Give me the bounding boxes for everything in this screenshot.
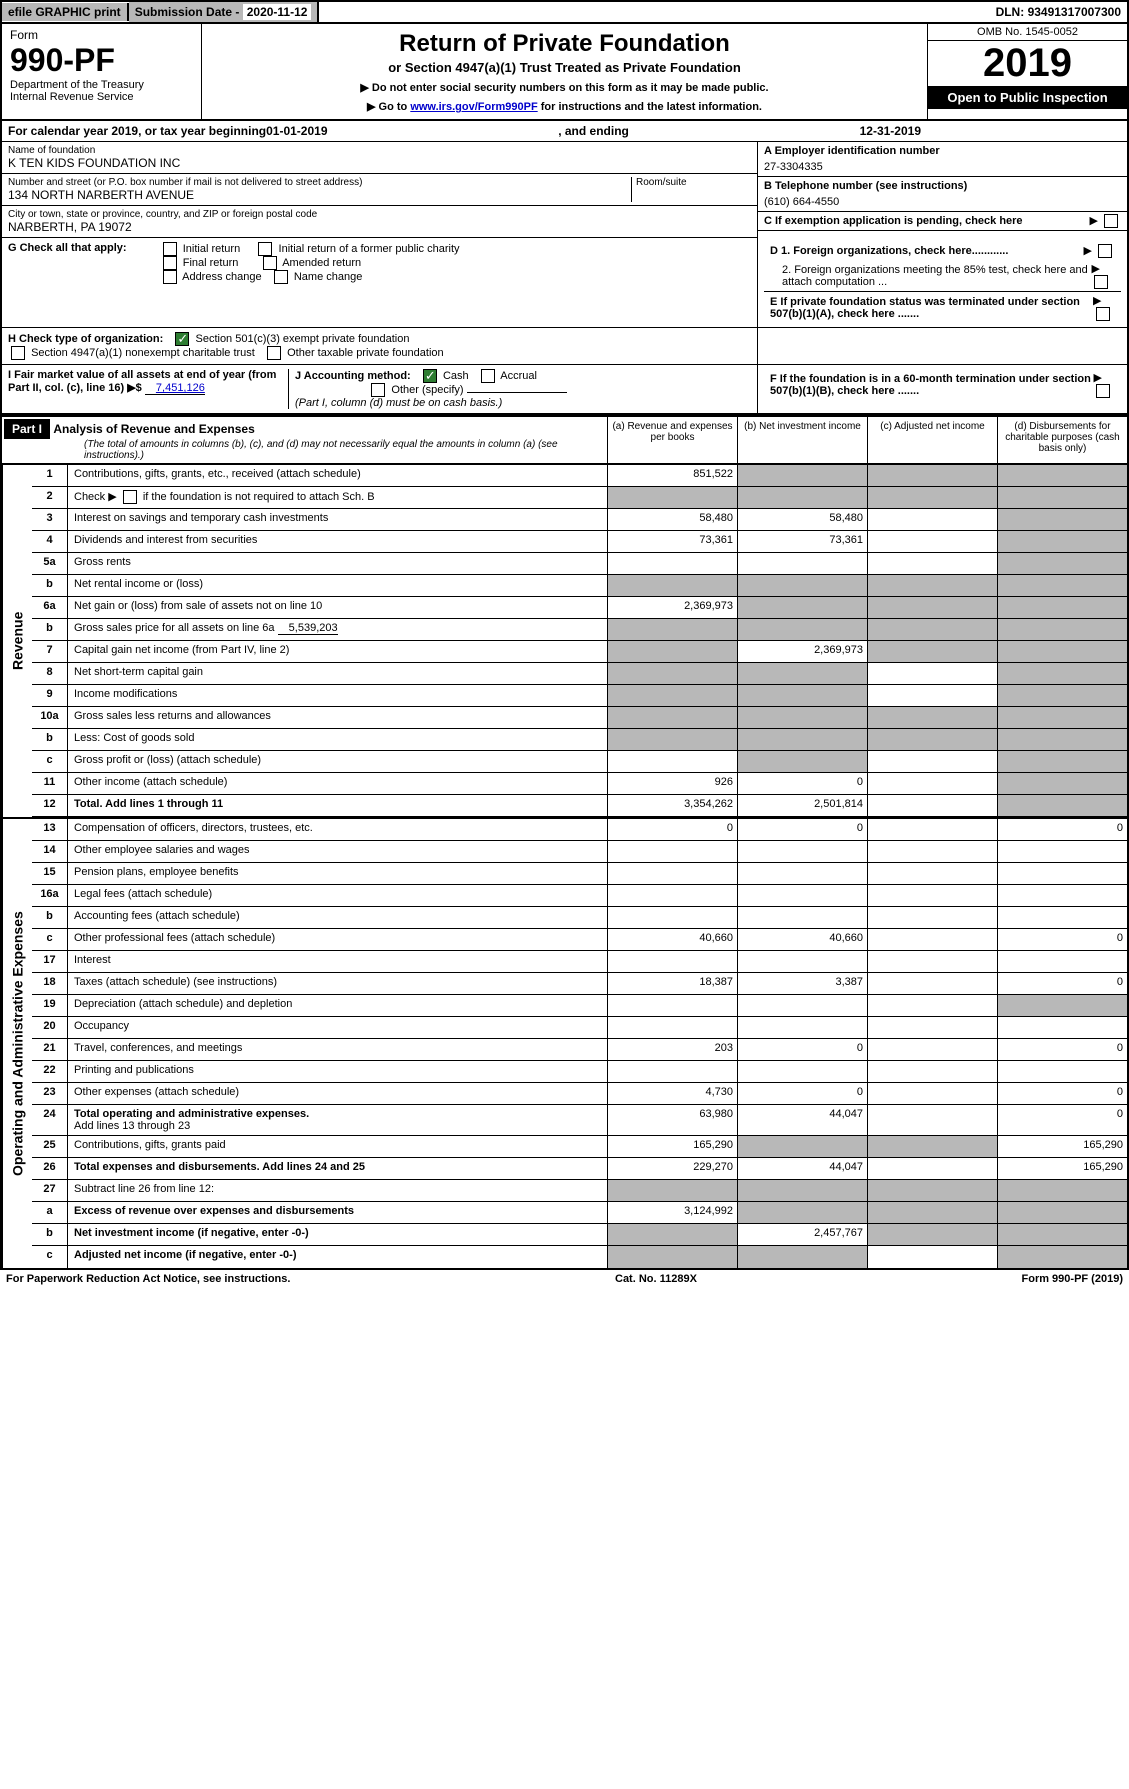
room-label: Room/suite xyxy=(636,177,751,188)
checkbox-amended[interactable] xyxy=(263,256,277,270)
checkbox-501c3[interactable] xyxy=(175,332,189,346)
checkbox-d2[interactable] xyxy=(1094,275,1108,289)
footer-mid: Cat. No. 11289X xyxy=(615,1273,697,1285)
ein-value: 27-3304335 xyxy=(764,157,1121,173)
dln: DLN: 93491317007300 xyxy=(990,3,1127,21)
checkbox-other-taxable[interactable] xyxy=(267,346,281,360)
part-1-label: Part I xyxy=(4,419,50,439)
foundation-name-cell: Name of foundation K TEN KIDS FOUNDATION… xyxy=(2,142,757,174)
irs-label: Internal Revenue Service xyxy=(10,91,193,103)
fmv-assets[interactable]: 7,451,126 xyxy=(145,382,205,395)
col-a-header: (a) Revenue and expenses per books xyxy=(607,417,737,463)
city-cell: City or town, state or province, country… xyxy=(2,206,757,238)
phone-value: (610) 664-4550 xyxy=(764,192,1121,208)
address-cell: Number and street (or P.O. box number if… xyxy=(2,174,757,206)
checkbox-other-method[interactable] xyxy=(371,383,385,397)
j-note: (Part I, column (d) must be on cash basi… xyxy=(295,397,751,409)
calendar-year-row: For calendar year 2019, or tax year begi… xyxy=(0,121,1129,142)
form-header: Form 990-PF Department of the Treasury I… xyxy=(0,24,1129,121)
form-title: Return of Private Foundation xyxy=(208,30,921,58)
checkbox-name-change[interactable] xyxy=(274,270,288,284)
g-label: G Check all that apply: xyxy=(8,242,127,254)
submission-date-label: Submission Date - xyxy=(135,5,243,19)
submission-date-value: 2020-11-12 xyxy=(243,4,312,20)
dln-value: 93491317007300 xyxy=(1028,5,1121,19)
checkbox-address-change[interactable] xyxy=(163,270,177,284)
city-label: City or town, state or province, country… xyxy=(8,209,751,220)
foundation-name: K TEN KIDS FOUNDATION INC xyxy=(8,156,751,170)
checkbox-c[interactable] xyxy=(1104,214,1118,228)
i-label: I Fair market value of all assets at end… xyxy=(8,369,276,394)
checkbox-sch-b[interactable] xyxy=(123,490,137,504)
city-state-zip: NARBERTH, PA 19072 xyxy=(8,220,751,234)
section-h: H Check type of organization: Section 50… xyxy=(0,328,1129,365)
year-end: 12-31-2019 xyxy=(860,124,921,138)
j-label: J Accounting method: xyxy=(295,370,411,382)
col-c-header: (c) Adjusted net income xyxy=(867,417,997,463)
phone-cell: B Telephone number (see instructions) (6… xyxy=(758,177,1127,212)
form-subtitle: or Section 4947(a)(1) Trust Treated as P… xyxy=(208,60,921,75)
col-b-header: (b) Net investment income xyxy=(737,417,867,463)
section-i-j: I Fair market value of all assets at end… xyxy=(0,365,1129,415)
checkbox-initial-return[interactable] xyxy=(163,242,177,256)
submission-date: Submission Date - 2020-11-12 xyxy=(129,2,320,22)
expenses-section: Operating and Administrative Expenses 13… xyxy=(0,819,1129,1270)
checkbox-accrual[interactable] xyxy=(481,369,495,383)
omb-number: OMB No. 1545-0052 xyxy=(928,24,1127,41)
header-right: OMB No. 1545-0052 2019 Open to Public In… xyxy=(927,24,1127,119)
top-bar: efile GRAPHIC print Submission Date - 20… xyxy=(0,0,1129,24)
info-left: Name of foundation K TEN KIDS FOUNDATION… xyxy=(2,142,757,238)
dept-treasury: Department of the Treasury xyxy=(10,79,193,91)
part-1-title: Analysis of Revenue and Expenses xyxy=(53,422,254,436)
phone-label: B Telephone number (see instructions) xyxy=(764,180,1121,192)
form-number: 990-PF xyxy=(10,42,193,79)
checkbox-final-return[interactable] xyxy=(163,256,177,270)
revenue-section: Revenue 1Contributions, gifts, grants, e… xyxy=(0,465,1129,819)
col-d-header: (d) Disbursements for charitable purpose… xyxy=(997,417,1127,463)
info-block: Name of foundation K TEN KIDS FOUNDATION… xyxy=(0,142,1129,238)
part-1-header-row: Part I Analysis of Revenue and Expenses … xyxy=(0,415,1129,465)
part-1-desc: (The total of amounts in columns (b), (c… xyxy=(4,439,605,461)
checkbox-cash[interactable] xyxy=(423,369,437,383)
checkbox-initial-public[interactable] xyxy=(258,242,272,256)
addr-label: Number and street (or P.O. box number if… xyxy=(8,177,631,188)
dln-label: DLN: xyxy=(996,5,1028,19)
info-right: A Employer identification number 27-3304… xyxy=(757,142,1127,238)
section-g: G Check all that apply: Initial return I… xyxy=(0,238,1129,328)
irs-link[interactable]: www.irs.gov/Form990PF xyxy=(410,101,537,113)
footer-left: For Paperwork Reduction Act Notice, see … xyxy=(6,1273,290,1285)
form-label: Form xyxy=(10,28,193,42)
checkbox-4947[interactable] xyxy=(11,346,25,360)
checkbox-d1[interactable] xyxy=(1098,244,1112,258)
footer-right: Form 990-PF (2019) xyxy=(1022,1273,1123,1285)
expenses-side-label: Operating and Administrative Expenses xyxy=(2,819,32,1268)
revenue-side-label: Revenue xyxy=(2,465,32,817)
exemption-pending: C If exemption application is pending, c… xyxy=(758,212,1127,231)
tax-year: 2019 xyxy=(928,41,1127,86)
ein-label: A Employer identification number xyxy=(764,145,1121,157)
efile-graphic-print-button[interactable]: efile GRAPHIC print xyxy=(2,3,129,21)
form-note-1: ▶ Do not enter social security numbers o… xyxy=(208,81,921,94)
checkbox-e[interactable] xyxy=(1096,307,1110,321)
page-footer: For Paperwork Reduction Act Notice, see … xyxy=(0,1270,1129,1288)
ein-cell: A Employer identification number 27-3304… xyxy=(758,142,1127,177)
form-note-2: ▶ Go to www.irs.gov/Form990PF for instru… xyxy=(208,100,921,113)
open-to-public: Open to Public Inspection xyxy=(928,86,1127,109)
h-label: H Check type of organization: xyxy=(8,333,163,345)
header-mid: Return of Private Foundation or Section … xyxy=(202,24,927,119)
name-label: Name of foundation xyxy=(8,145,751,156)
year-start: 01-01-2019 xyxy=(266,124,327,138)
header-left: Form 990-PF Department of the Treasury I… xyxy=(2,24,202,119)
street-address: 134 NORTH NARBERTH AVENUE xyxy=(8,188,631,202)
checkbox-f[interactable] xyxy=(1096,384,1110,398)
